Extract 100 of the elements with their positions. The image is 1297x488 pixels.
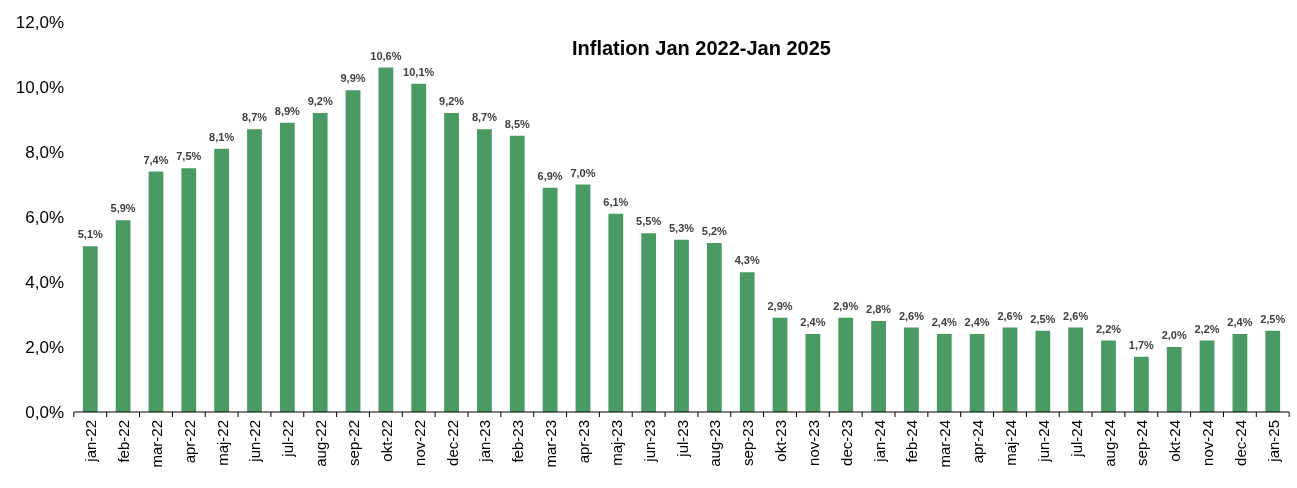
bar — [936, 334, 952, 412]
bar — [1265, 330, 1281, 412]
x-tick-label: okt-23 — [772, 420, 790, 462]
data-label: 9,9% — [340, 72, 366, 85]
data-label: 4,3% — [734, 254, 760, 267]
bar — [1068, 327, 1084, 412]
data-label: 9,2% — [439, 95, 465, 107]
x-tick-label: dec-22 — [443, 420, 461, 466]
x-tick-label: sep-23 — [739, 420, 757, 466]
bar — [641, 233, 657, 412]
bar — [115, 220, 131, 412]
text: Inflation Jan 2022-Jan 2025 — [571, 37, 832, 59]
x-tick-label: jan-23 — [476, 420, 494, 463]
bar — [82, 246, 98, 412]
data-label: 7,5% — [176, 150, 202, 163]
x-tick-label: jul-24 — [1067, 420, 1085, 458]
bar — [214, 148, 230, 412]
x-tick-label: nov-24 — [1199, 420, 1217, 466]
bar — [477, 129, 492, 412]
x-tick-label: aug-22 — [312, 420, 330, 467]
data-label: 2,2% — [1194, 322, 1220, 335]
x-tick-label: jun-24 — [1034, 420, 1052, 463]
x-tick-label: maj-23 — [607, 420, 625, 466]
bar — [542, 187, 558, 412]
data-label: 10,1% — [403, 65, 435, 78]
x-tick-label: apr-24 — [969, 420, 987, 464]
x-tick-label: jan-24 — [870, 420, 888, 463]
y-tick-label: 4,0% — [25, 273, 64, 292]
data-label: 5,1% — [77, 228, 104, 241]
x-tick-label: jul-23 — [673, 420, 691, 458]
data-label: 7,0% — [570, 166, 596, 179]
data-label: 6,9% — [537, 169, 563, 182]
data-label: 9,2% — [307, 95, 333, 107]
data-label: 10,6% — [370, 49, 402, 62]
bar — [739, 272, 755, 412]
x-tick-label: mar-24 — [936, 420, 954, 468]
x-tick-label: maj-22 — [213, 420, 231, 466]
x-tick-label: dec-24 — [1231, 420, 1249, 466]
x-tick-label: nov-22 — [410, 420, 428, 466]
bar — [969, 334, 985, 412]
data-label: 2,4% — [964, 316, 990, 328]
bar — [871, 321, 886, 412]
x-tick-label: feb-24 — [903, 420, 921, 463]
data-label: 2,6% — [898, 309, 925, 322]
bar — [1101, 340, 1116, 412]
data-label: 2,4% — [800, 316, 826, 328]
data-label: 2,6% — [1063, 309, 1089, 322]
bar — [575, 184, 591, 412]
bar — [772, 317, 788, 412]
x-tick-label: aug-24 — [1100, 420, 1118, 467]
y-tick-label: 10,0% — [15, 78, 64, 97]
x-tick-label: apr-22 — [180, 420, 198, 464]
data-label: 5,5% — [636, 215, 662, 228]
x-tick-label: jul-22 — [279, 420, 297, 458]
data-label: 2,9% — [767, 299, 793, 312]
x-tick-label: feb-23 — [509, 420, 527, 463]
bar — [247, 129, 262, 412]
bar — [148, 171, 164, 412]
y-tick-label: 2,0% — [25, 338, 64, 357]
data-label: 2,0% — [1161, 329, 1187, 341]
data-label: 2,8% — [866, 303, 892, 315]
bar — [378, 67, 394, 412]
data-label: 2,5% — [1030, 312, 1056, 325]
x-tick-label: mar-23 — [542, 420, 560, 468]
y-tick-label: 8,0% — [25, 143, 64, 162]
bar — [411, 83, 427, 412]
x-tick-label: okt-24 — [1166, 420, 1184, 462]
x-tick-label: sep-22 — [345, 420, 363, 466]
y-tick-label: 6,0% — [25, 208, 64, 227]
x-tick-label: aug-23 — [706, 420, 724, 467]
x-tick-label: sep-24 — [1133, 420, 1151, 466]
data-label: 8,7% — [241, 111, 268, 124]
x-tick-label: mar-22 — [147, 420, 165, 468]
bar — [838, 317, 854, 412]
bar — [706, 243, 722, 412]
data-label: 5,2% — [701, 225, 728, 237]
bar — [509, 135, 525, 412]
bar — [1035, 330, 1051, 412]
bar — [805, 334, 821, 412]
x-tick-label: jan-25 — [1264, 420, 1282, 463]
x-tick-label: nov-23 — [804, 420, 822, 466]
bar — [608, 213, 624, 412]
bar — [312, 113, 328, 412]
bar — [1166, 347, 1182, 412]
x-tick-label: jun-23 — [640, 420, 658, 463]
data-label: 8,5% — [504, 117, 531, 130]
x-tick-label: jun-22 — [246, 420, 264, 463]
bar — [279, 122, 295, 412]
data-label: 2,4% — [931, 316, 958, 328]
data-label: 8,1% — [209, 130, 235, 143]
x-tick-label: maj-24 — [1001, 420, 1019, 466]
x-tick-label: jan-22 — [82, 420, 100, 463]
data-label: 1,7% — [1128, 338, 1155, 351]
data-label: 2,5% — [1260, 312, 1286, 325]
x-tick-label: feb-22 — [115, 420, 133, 463]
bar — [1002, 327, 1018, 412]
x-tick-label: okt-22 — [377, 420, 395, 462]
data-label: 8,9% — [274, 104, 301, 117]
bar — [345, 90, 361, 412]
data-label: 2,9% — [833, 299, 859, 312]
